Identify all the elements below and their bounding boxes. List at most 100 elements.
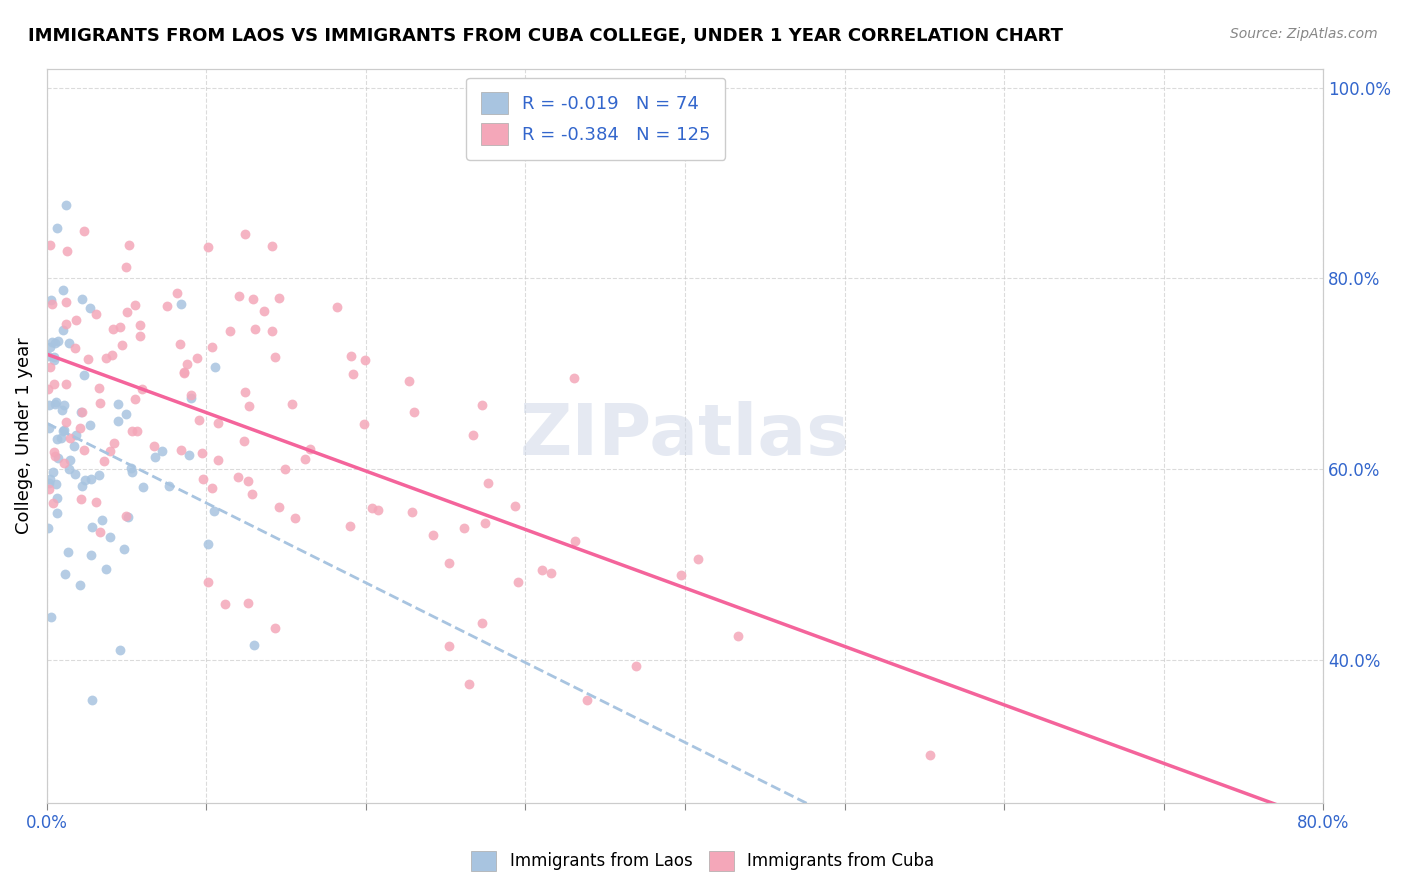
Point [65, 313, 87, 327]
Point [79, 417, 101, 432]
Point [98, 529, 121, 543]
Point [245, 322, 267, 336]
Point [110, 643, 132, 657]
Point [82, 692, 104, 706]
Point [197, 537, 219, 551]
Point [79, 472, 101, 486]
Point [121, 465, 143, 479]
Point [53, 398, 76, 412]
Point [56, 545, 79, 559]
Point [80, 519, 103, 533]
Point [461, 427, 484, 442]
Point [45, 476, 67, 491]
Point [72, 224, 94, 238]
Point [46, 220, 69, 235]
Point [401, 505, 423, 519]
Point [252, 304, 274, 318]
Point [129, 318, 152, 332]
Point [214, 598, 236, 612]
Legend: R = -0.019   N = 74, R = -0.384   N = 125: R = -0.019 N = 74, R = -0.384 N = 125 [467, 78, 725, 160]
Point [77, 352, 100, 367]
Point [52, 456, 75, 470]
Point [52, 323, 75, 337]
Point [58, 335, 80, 350]
Point [120, 461, 142, 475]
Point [55, 318, 77, 332]
Point [173, 365, 195, 379]
Point [38, 475, 60, 490]
Point [55, 198, 77, 212]
Point [45, 491, 67, 505]
Point [207, 452, 229, 467]
Point [41, 335, 63, 350]
Point [180, 388, 202, 402]
Point [166, 286, 188, 301]
Point [200, 340, 222, 354]
Point [38, 472, 60, 486]
Point [125, 425, 148, 439]
Point [44, 353, 66, 368]
Point [111, 338, 134, 352]
Point [176, 357, 198, 371]
Point [93, 454, 115, 468]
Point [103, 322, 125, 336]
Point [42, 376, 65, 391]
Point [38, 421, 60, 435]
Point [80, 548, 103, 562]
Point [84, 308, 107, 322]
Point [45, 394, 67, 409]
Point [94, 351, 117, 365]
Point [53, 423, 76, 437]
Point [46, 334, 69, 349]
Point [45, 506, 67, 520]
Point [325, 301, 347, 315]
Point [44, 397, 66, 411]
Point [79, 301, 101, 315]
Point [242, 293, 264, 307]
Point [44, 450, 66, 464]
Point [437, 640, 460, 654]
Point [55, 415, 77, 429]
Point [342, 368, 364, 382]
Point [179, 448, 201, 462]
Point [477, 476, 499, 491]
Point [38, 398, 60, 412]
Point [56, 244, 79, 259]
Point [132, 480, 155, 494]
Point [37, 349, 59, 363]
Point [156, 299, 179, 313]
Point [142, 439, 165, 453]
Point [42, 466, 65, 480]
Y-axis label: College, Under 1 year: College, Under 1 year [15, 337, 32, 534]
Point [671, 567, 693, 582]
Point [238, 399, 260, 413]
Point [540, 566, 562, 580]
Point [37, 521, 59, 535]
Point [70, 479, 93, 493]
Point [73, 473, 96, 487]
Point [100, 348, 122, 362]
Point [91, 513, 114, 527]
Point [115, 407, 138, 421]
Point [55, 295, 77, 310]
Point [263, 351, 285, 365]
Point [108, 319, 131, 334]
Point [124, 392, 146, 406]
Point [87, 467, 110, 482]
Point [131, 383, 153, 397]
Legend: Immigrants from Laos, Immigrants from Cuba: Immigrants from Laos, Immigrants from Cu… [463, 842, 943, 880]
Point [89, 396, 111, 410]
Text: Source: ZipAtlas.com: Source: ZipAtlas.com [1230, 27, 1378, 41]
Point [107, 414, 129, 428]
Point [453, 521, 475, 535]
Point [207, 416, 229, 430]
Point [65, 428, 87, 442]
Point [44, 445, 66, 459]
Point [51, 431, 73, 445]
Point [262, 239, 284, 253]
Point [63, 341, 86, 355]
Point [471, 398, 494, 412]
Point [72, 405, 94, 419]
Point [173, 366, 195, 380]
Point [503, 500, 526, 514]
